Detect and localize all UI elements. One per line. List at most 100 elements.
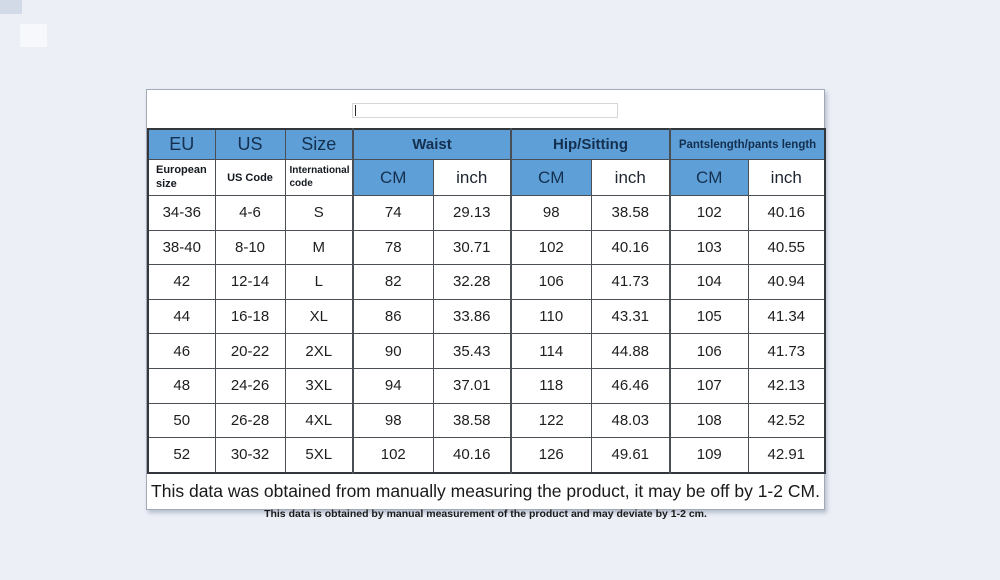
col-header-size: Size	[284, 128, 354, 160]
table-cell: 33.86	[432, 298, 512, 335]
table-cell: 105	[669, 298, 749, 335]
table-row: 34-36 4-6 S 74 29.13 98 38.58 102 40.16	[147, 195, 826, 231]
table-cell: M	[284, 229, 354, 266]
table-cell: 42.52	[747, 402, 826, 439]
table-cell: 126	[510, 437, 592, 474]
disclaimer-primary: This data was obtained from manually mea…	[151, 480, 820, 501]
col-header-eu: EU	[147, 128, 216, 160]
table-cell: XL	[284, 298, 354, 335]
table-cell: 44.88	[590, 333, 671, 369]
table-cell: 42.91	[747, 437, 826, 474]
table-cell: 40.16	[747, 195, 826, 231]
table-cell: 82	[352, 264, 434, 300]
table-cell: 12-14	[214, 264, 286, 300]
table-cell: 42	[147, 264, 216, 300]
size-chart-table: EU US Size Waist Hip/Sitting Pantslength…	[147, 128, 827, 474]
table-cell: 74	[352, 195, 434, 231]
table-cell: 106	[669, 333, 749, 369]
table-cell: 38.58	[590, 195, 671, 231]
table-cell: 30-32	[214, 437, 286, 474]
watermark-square-inner	[20, 24, 47, 47]
table-cell: 78	[352, 229, 434, 266]
table-cell: 48.03	[590, 402, 671, 439]
table-cell: 30.71	[432, 229, 512, 266]
table-cell: 40.16	[432, 437, 512, 474]
table-cell: 38-40	[147, 229, 216, 266]
table-cell: 24-26	[214, 367, 286, 404]
subheader-hip-inch: inch	[590, 159, 671, 196]
table-cell: 46	[147, 333, 216, 369]
table-cell: 26-28	[214, 402, 286, 439]
size-chart-panel: EU US Size Waist Hip/Sitting Pantslength…	[146, 89, 827, 520]
table-cell: 41.73	[590, 264, 671, 300]
subheader-hip-cm: CM	[510, 159, 592, 196]
table-row: 46 20-22 2XL 90 35.43 114 44.88 106 41.73	[147, 333, 826, 369]
table-cell: 48	[147, 367, 216, 404]
table-row: 38-40 8-10 M 78 30.71 102 40.16 103 40.55	[147, 229, 826, 266]
text-caret	[355, 105, 356, 116]
table-cell: 114	[510, 333, 592, 369]
table-cell: 46.46	[590, 367, 671, 404]
table-cell: 50	[147, 402, 216, 439]
col-header-us: US	[214, 128, 286, 160]
table-body: 34-36 4-6 S 74 29.13 98 38.58 102 40.16 38-40 8-10…	[147, 195, 826, 474]
table-cell: 106	[510, 264, 592, 300]
table-cell: 110	[510, 298, 592, 335]
table-cell: 102	[510, 229, 592, 266]
table-cell: 40.94	[747, 264, 826, 300]
table-cell: 32.28	[432, 264, 512, 300]
table-row: 48 24-26 3XL 94 37.01 118 46.46 107 42.13	[147, 367, 826, 404]
table-cell: L	[284, 264, 354, 300]
input-area	[147, 90, 824, 128]
subheader-waist-cm: CM	[352, 159, 434, 196]
table-cell: 40.55	[747, 229, 826, 266]
table-cell: 86	[352, 298, 434, 335]
table-row: 52 30-32 5XL 102 40.16 126 49.61 109 42.91	[147, 437, 826, 474]
table-cell: 103	[669, 229, 749, 266]
col-header-hip: Hip/Sitting	[510, 128, 671, 160]
table-row: 50 26-28 4XL 98 38.58 122 48.03 108 42.52	[147, 402, 826, 439]
table-cell: 102	[669, 195, 749, 231]
table-cell: 49.61	[590, 437, 671, 474]
watermark-square-top	[0, 0, 22, 14]
table-cell: 16-18	[214, 298, 286, 335]
table-cell: 44	[147, 298, 216, 335]
table-cell: 41.34	[747, 298, 826, 335]
col-header-pantslength: Pantslength/pants length	[669, 128, 826, 160]
disclaimer-footer: This data was obtained from manually mea…	[147, 474, 824, 520]
table-cell: 122	[510, 402, 592, 439]
table-cell: 94	[352, 367, 434, 404]
table-cell: 35.43	[432, 333, 512, 369]
table-cell: 20-22	[214, 333, 286, 369]
subheader-pants-cm: CM	[669, 159, 749, 196]
empty-text-input[interactable]	[352, 103, 618, 118]
table-cell: 4-6	[214, 195, 286, 231]
header-row-units: European size US Code International code…	[147, 159, 826, 196]
table-cell: 109	[669, 437, 749, 474]
disclaimer-secondary: This data is obtained by manual measurem…	[264, 507, 707, 520]
table-row: 44 16-18 XL 86 33.86 110 43.31 105 41.34	[147, 298, 826, 335]
table-cell: 104	[669, 264, 749, 300]
table-cell: 37.01	[432, 367, 512, 404]
table-cell: 90	[352, 333, 434, 369]
table-cell: 98	[352, 402, 434, 439]
table-cell: 4XL	[284, 402, 354, 439]
table-cell: 2XL	[284, 333, 354, 369]
header-row-groups: EU US Size Waist Hip/Sitting Pantslength…	[147, 128, 826, 160]
table-cell: 8-10	[214, 229, 286, 266]
table-cell: 40.16	[590, 229, 671, 266]
table-cell: 108	[669, 402, 749, 439]
table-cell: 42.13	[747, 367, 826, 404]
table-cell: 5XL	[284, 437, 354, 474]
table-cell: S	[284, 195, 354, 231]
table-cell: 52	[147, 437, 216, 474]
table-cell: 107	[669, 367, 749, 404]
table-cell: 43.31	[590, 298, 671, 335]
table-row: 42 12-14 L 82 32.28 106 41.73 104 40.94	[147, 264, 826, 300]
table-cell: 38.58	[432, 402, 512, 439]
subheader-us-code: US Code	[214, 159, 286, 196]
table-cell: 3XL	[284, 367, 354, 404]
table-cell: 102	[352, 437, 434, 474]
subheader-international-code: International code	[284, 159, 354, 196]
table-cell: 118	[510, 367, 592, 404]
